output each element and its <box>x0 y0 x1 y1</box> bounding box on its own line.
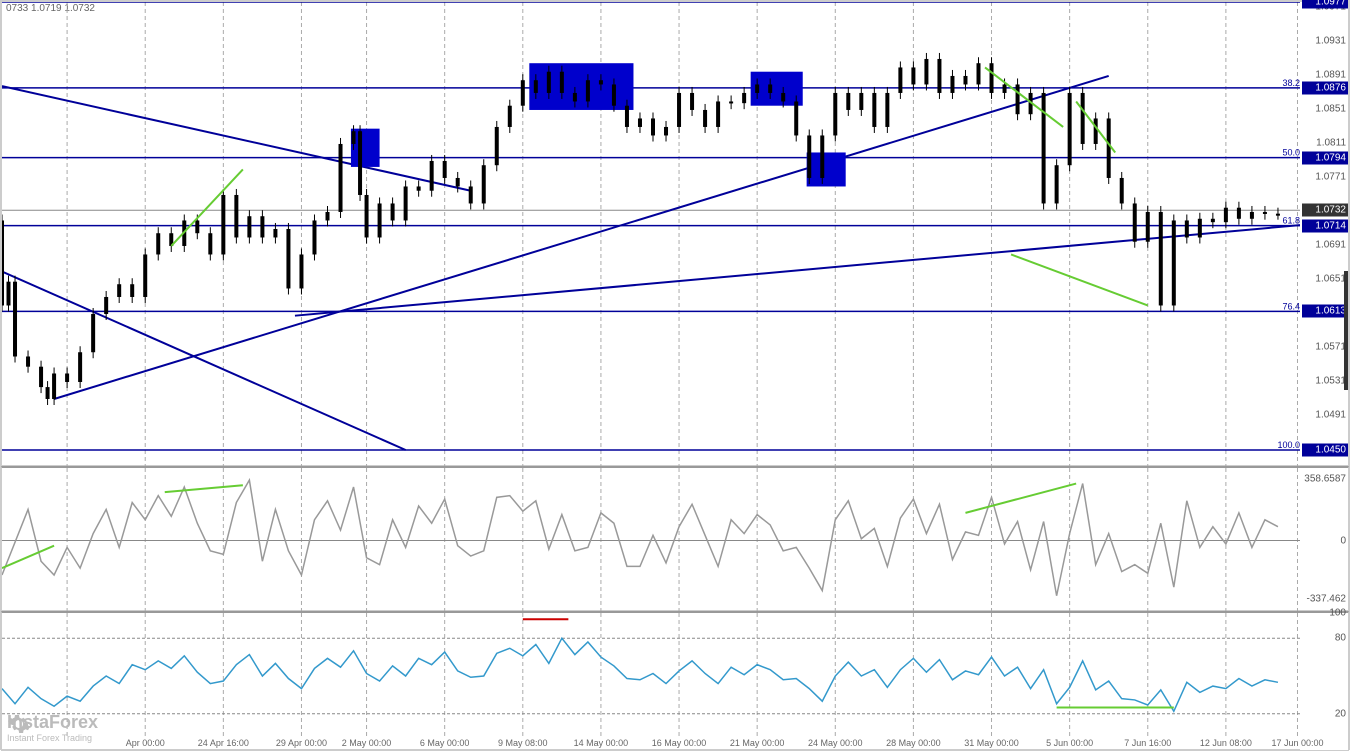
svg-text:38.2: 38.2 <box>1282 78 1300 88</box>
price-y-axis: 1.09711.09311.08911.08511.08111.07711.07… <box>1300 2 1348 465</box>
svg-text:100.0: 100.0 <box>1277 440 1300 450</box>
gear-icon <box>7 712 31 736</box>
x-axis: Apr 00:0024 Apr 16:0029 Apr 00:002 May 0… <box>2 736 1300 750</box>
rsi-panel[interactable]: 1008020 Apr 00:0024 Apr 16:0029 Apr 00:0… <box>1 611 1349 751</box>
broker-watermark: InstaForex Instant Forex Trading <box>7 712 98 743</box>
svg-text:61.8: 61.8 <box>1282 216 1300 226</box>
svg-text:50.0: 50.0 <box>1282 148 1300 158</box>
rsi-y-axis: 1008020 <box>1300 613 1348 750</box>
price-panel[interactable]: 0733 1.0719 1.0732 23.638.250.061.876.41… <box>1 1 1349 466</box>
svg-text:76.4: 76.4 <box>1282 301 1300 311</box>
cci-plot <box>2 468 1300 610</box>
cci-panel[interactable]: 358.65870-337.462 <box>1 466 1349 611</box>
forex-chart: 0733 1.0719 1.0732 23.638.250.061.876.41… <box>0 0 1350 750</box>
rsi-plot <box>2 613 1300 750</box>
cci-y-axis: 358.65870-337.462 <box>1300 468 1348 610</box>
price-plot: 23.638.250.061.876.4100.0 <box>2 2 1300 465</box>
